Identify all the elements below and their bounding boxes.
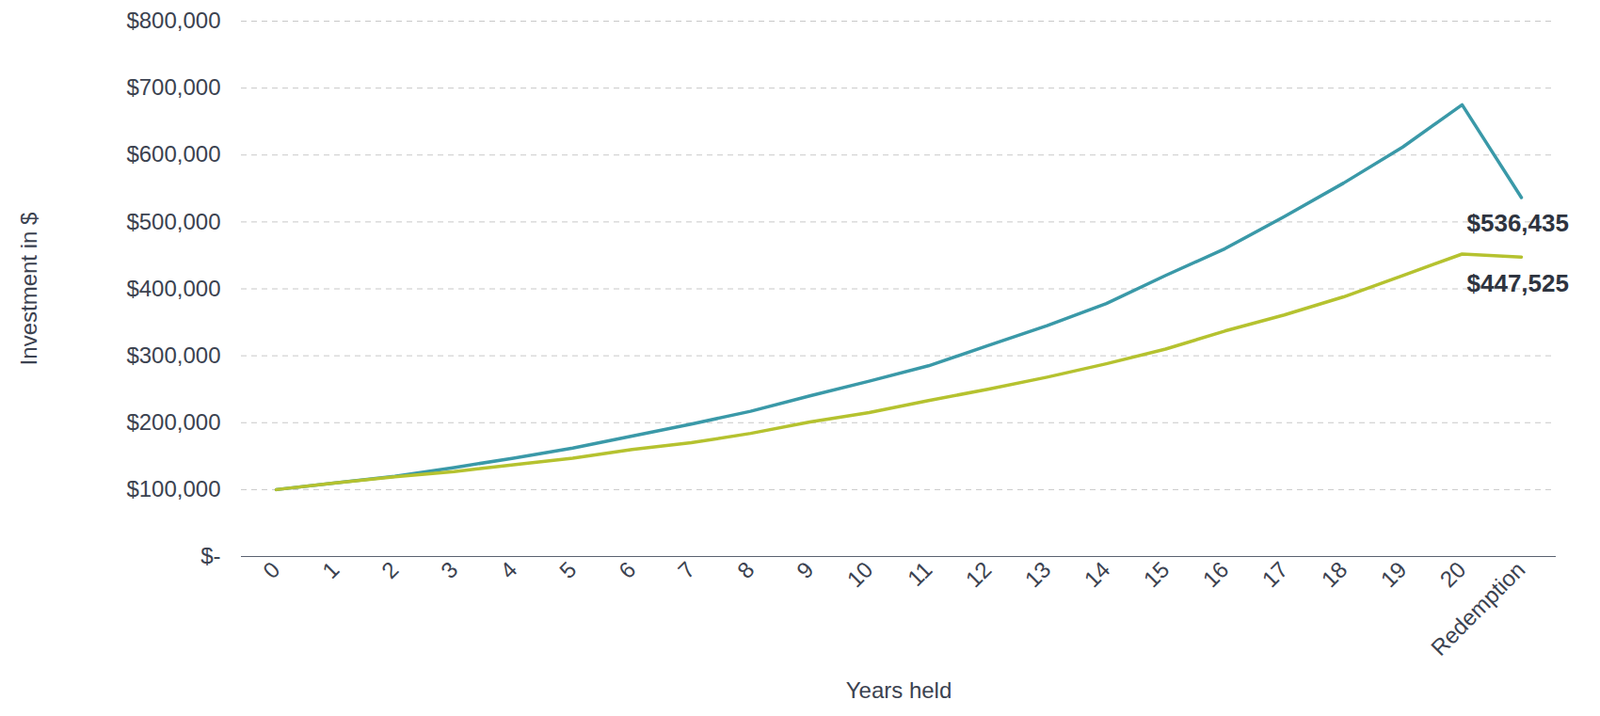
svg-text:13: 13: [1019, 556, 1056, 592]
svg-text:18: 18: [1315, 556, 1352, 592]
svg-text:20: 20: [1434, 556, 1471, 592]
svg-text:9: 9: [791, 556, 819, 584]
svg-text:Redemption: Redemption: [1425, 556, 1531, 661]
svg-text:4: 4: [495, 556, 523, 584]
svg-text:$400,000: $400,000: [126, 275, 221, 302]
svg-text:$300,000: $300,000: [126, 342, 221, 368]
svg-text:19: 19: [1375, 556, 1411, 592]
svg-text:6: 6: [613, 556, 641, 584]
svg-text:$600,000: $600,000: [126, 141, 221, 167]
svg-text:$447,525: $447,525: [1467, 269, 1569, 298]
svg-text:$-: $-: [200, 543, 221, 569]
svg-text:11: 11: [902, 556, 938, 592]
svg-text:14: 14: [1078, 556, 1115, 592]
svg-text:Investment in $: Investment in $: [16, 212, 42, 367]
svg-text:0: 0: [257, 556, 286, 584]
svg-text:$200,000: $200,000: [126, 409, 221, 435]
svg-text:15: 15: [1137, 556, 1174, 592]
svg-text:$800,000: $800,000: [126, 7, 221, 33]
svg-text:12: 12: [960, 556, 996, 592]
svg-text:$700,000: $700,000: [126, 74, 221, 100]
svg-text:3: 3: [435, 556, 464, 584]
svg-text:7: 7: [672, 556, 701, 584]
svg-text:5: 5: [554, 556, 582, 584]
svg-text:Years held: Years held: [846, 677, 953, 704]
svg-text:1: 1: [317, 556, 345, 584]
svg-text:16: 16: [1197, 556, 1233, 592]
svg-text:$500,000: $500,000: [126, 208, 221, 235]
svg-text:10: 10: [841, 556, 878, 592]
svg-text:$536,435: $536,435: [1467, 208, 1569, 238]
svg-text:$100,000: $100,000: [126, 476, 221, 502]
svg-text:17: 17: [1256, 556, 1293, 592]
svg-text:2: 2: [376, 556, 404, 584]
svg-text:8: 8: [732, 556, 760, 584]
